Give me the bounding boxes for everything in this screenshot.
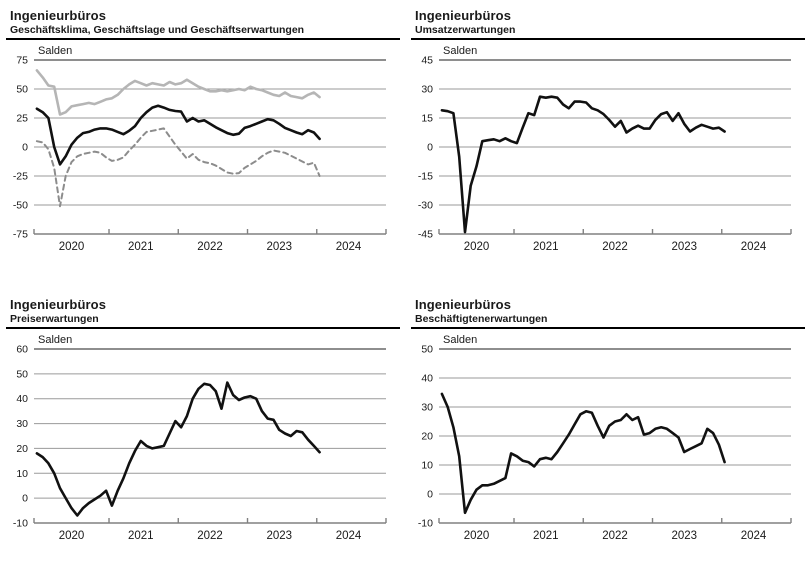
unit-label: Salden [443, 334, 477, 346]
chart-panel-preiserwartungen: Ingenieurbüros Preiserwartungen Salden 60… [6, 295, 400, 578]
x-year-label: 2022 [602, 530, 628, 542]
x-year-label: 2021 [128, 530, 154, 542]
x-year-label: 2023 [266, 530, 292, 542]
series-line-umsatzerwartungen [440, 95, 726, 234]
chart-title: Ingenieurbüros [415, 297, 512, 312]
chart-panel-umsatzerwartungen: Ingenieurbüros Umsatzerwartungen Salden 4… [411, 6, 805, 289]
chart-plot-geschaeftsklima: Salden 75 50 25 0 -25 -50 -75 2020 2021 2022 2023 20… [13, 45, 387, 253]
y-tick-label: 0 [22, 142, 28, 154]
chart-title: Ingenieurbüros [10, 8, 107, 23]
series-line-geschäftsklima [35, 104, 321, 166]
x-year-label: 2024 [741, 530, 767, 542]
y-tick-label: -50 [13, 200, 28, 212]
y-tick-label: -45 [418, 229, 433, 241]
title-rule [6, 327, 400, 329]
y-tick-label: 15 [421, 113, 433, 125]
series-line-beschäftigtenerwartungen [440, 392, 726, 515]
chart-title: Ingenieurbüros [10, 297, 107, 312]
x-year-label: 2021 [533, 530, 559, 542]
y-tick-label: 45 [421, 55, 433, 67]
y-tick-label: 20 [16, 443, 28, 455]
y-tick-label: 25 [16, 113, 28, 125]
y-tick-label: -75 [13, 229, 28, 241]
y-tick-label: 10 [421, 460, 433, 472]
x-year-label: 2020 [464, 241, 490, 253]
chart-plot-beschaeftigtenerwartungen: Salden 50 40 30 20 10 0 -10 2020 2021 2022 2023 2024 [418, 334, 792, 542]
y-tick-label: 50 [16, 84, 28, 96]
y-tick-label: 40 [16, 393, 28, 405]
unit-label: Salden [38, 45, 72, 57]
title-rule [6, 38, 400, 40]
unit-label: Salden [443, 45, 477, 57]
y-tick-label: 30 [421, 84, 433, 96]
x-year-label: 2021 [533, 241, 559, 253]
x-year-label: 2020 [464, 530, 490, 542]
chart-title: Ingenieurbüros [415, 8, 512, 23]
y-tick-label: 0 [427, 142, 433, 154]
y-tick-label: -25 [13, 171, 28, 183]
chart-subtitle: Preiserwartungen [10, 313, 99, 325]
x-year-label: 2022 [197, 530, 223, 542]
series-line-geschäftserwartungen [35, 127, 321, 208]
y-tick-label: 20 [421, 431, 433, 443]
x-year-label: 2021 [128, 241, 154, 253]
y-tick-label: 0 [22, 493, 28, 505]
x-year-label: 2020 [59, 241, 85, 253]
chart-plot-preiserwartungen: Salden 60 50 40 30 20 10 0 -10 2020 2021 2022 2023 20… [13, 334, 387, 542]
x-year-label: 2023 [266, 241, 292, 253]
y-tick-label: -15 [418, 171, 433, 183]
title-rule [411, 38, 805, 40]
x-year-label: 2023 [671, 241, 697, 253]
y-tick-label: 30 [421, 402, 433, 414]
series-line-geschäftslage [35, 69, 321, 116]
x-year-label: 2024 [336, 530, 362, 542]
y-tick-label: 50 [421, 344, 433, 356]
y-tick-label: 75 [16, 55, 28, 67]
y-tick-label: -30 [418, 200, 433, 212]
chart-subtitle: Geschäftsklima, Geschäftslage und Geschä… [10, 24, 305, 36]
chart-panel-beschaeftigtenerwartungen: Ingenieurbüros Beschäftigtenerwartungen … [411, 295, 805, 578]
chart-subtitle: Umsatzerwartungen [415, 24, 516, 36]
x-year-label: 2024 [741, 241, 767, 253]
chart-subtitle: Beschäftigtenerwartungen [415, 313, 548, 325]
x-year-label: 2022 [197, 241, 223, 253]
y-tick-label: 50 [16, 368, 28, 380]
y-tick-label: -10 [13, 518, 28, 530]
chart-plot-umsatzerwartungen: Salden 45 30 15 0 -15 -30 -45 2020 2021 2022 2023 20… [418, 45, 792, 253]
y-tick-label: 0 [427, 489, 433, 501]
y-tick-label: 10 [16, 468, 28, 480]
chart-panel-geschaeftsklima: Ingenieurbüros Geschäftsklima, Geschäfts… [6, 6, 400, 289]
x-year-label: 2024 [336, 241, 362, 253]
y-tick-label: -10 [418, 518, 433, 530]
x-year-label: 2022 [602, 241, 628, 253]
y-tick-label: 60 [16, 344, 28, 356]
x-year-label: 2020 [59, 530, 85, 542]
unit-label: Salden [38, 334, 72, 346]
x-year-label: 2023 [671, 530, 697, 542]
series-line-preiserwartungen [35, 381, 321, 517]
y-tick-label: 30 [16, 418, 28, 430]
title-rule [411, 327, 805, 329]
y-tick-label: 40 [421, 373, 433, 385]
